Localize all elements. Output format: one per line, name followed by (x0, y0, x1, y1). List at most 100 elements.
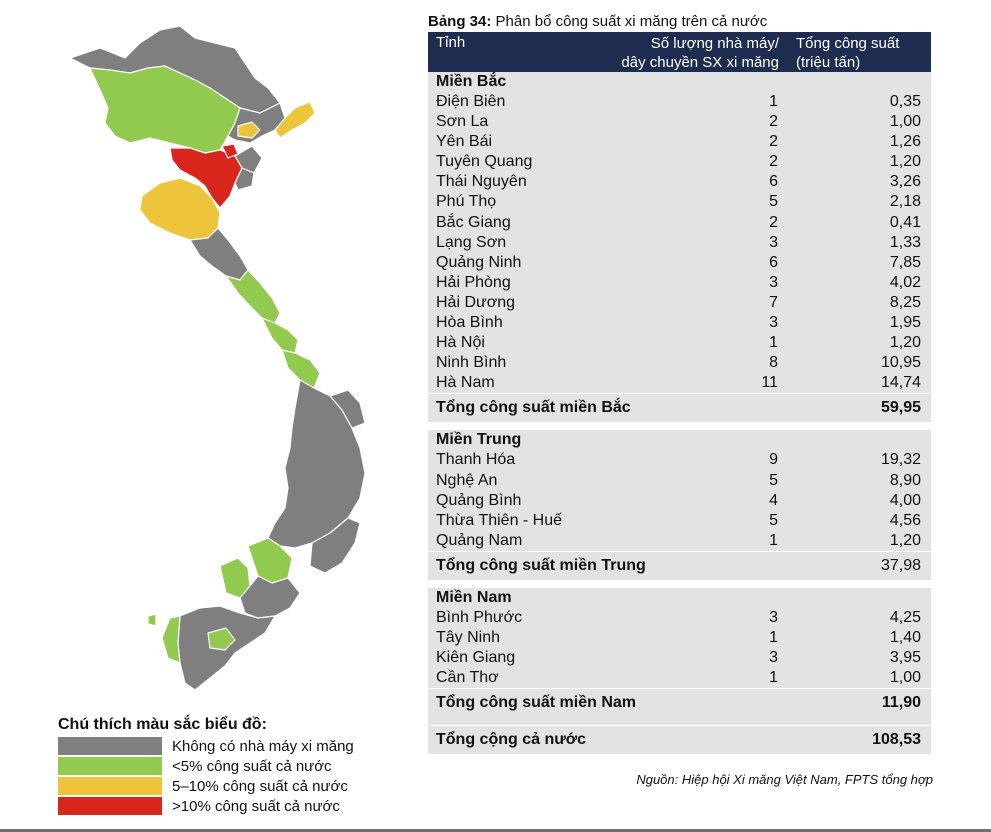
table-row: Ninh Bình 8 10,95 (428, 353, 931, 374)
province-cell: Phú Thọ (436, 193, 497, 211)
table-row: Quảng Ninh 6 7,85 (428, 252, 931, 273)
legend-swatch-green (58, 757, 162, 775)
table-row: Hòa Bình 3 1,95 (428, 313, 931, 334)
region-total-value: 59,95 (880, 399, 921, 417)
region-total-row: Tổng công suất miền Trung 37,98 (428, 550, 931, 580)
region-total-label: Tổng công suất miền Nam (436, 694, 637, 712)
province-cell: Yên Bái (436, 133, 493, 151)
count-cell: 4 (769, 491, 778, 509)
count-cell: 11 (761, 374, 778, 392)
province-cell: Ninh Bình (436, 354, 507, 372)
count-cell: 5 (769, 511, 778, 529)
section-spacer (428, 579, 931, 588)
province-cell: Thừa Thiên - Huế (436, 511, 563, 529)
legend-label: Không có nhà máy xi măng (172, 737, 354, 755)
table-row: Tuyên Quang 2 1,20 (428, 152, 931, 173)
table-row: Hải Dương 7 8,25 (428, 292, 931, 314)
table-row: Thừa Thiên - Huế 5 4,56 (428, 510, 931, 531)
map-region-cantho (207, 627, 236, 651)
count-cell: 1 (769, 531, 778, 549)
region-header: Miền Nam (428, 587, 931, 608)
region-total-value: 37,98 (880, 556, 921, 574)
capacity-cell: 1,33 (889, 233, 921, 251)
table-row: Hải Phòng 3 4,02 (428, 272, 931, 293)
table-row: Bắc Giang 2 0,41 (428, 212, 931, 233)
legend-swatch-yellow (58, 777, 162, 795)
province-cell: Lạng Sơn (436, 233, 507, 251)
capacity-cell: 1,26 (889, 133, 921, 151)
vietnam-map (69, 25, 366, 691)
count-cell: 6 (769, 173, 778, 191)
capacity-cell: 1,20 (889, 334, 921, 352)
count-cell: 3 (769, 273, 778, 291)
count-cell: 2 (769, 133, 778, 151)
capacity-cell: 10,95 (880, 354, 921, 372)
legend-item: Không có nhà máy xi măng (58, 736, 418, 756)
map-region-kiengiang (161, 615, 181, 664)
legend-title: Chú thích màu sắc biểu đồ: (58, 716, 267, 733)
count-cell: 9 (769, 451, 778, 469)
province-cell: Quảng Nam (436, 531, 523, 549)
grand-total-row: Tổng cộng cả nước 108,53 (428, 725, 931, 755)
capacity-cell: 2,18 (889, 193, 921, 211)
table-row: Kiên Giang 3 3,95 (428, 648, 931, 669)
province-cell: Bình Phước (436, 608, 523, 626)
capacity-cell: 1,20 (889, 153, 921, 171)
province-cell: Bắc Giang (436, 213, 511, 231)
table-row: Quảng Bình 4 4,00 (428, 490, 931, 511)
source-note: Nguồn: Hiệp hội Xi măng Việt Nam, FPTS t… (636, 772, 933, 787)
count-cell: 6 (769, 253, 778, 271)
capacity-cell: 0,35 (889, 93, 921, 110)
region-total-row: Tổng công suất miền Bắc 59,95 (428, 393, 931, 423)
legend-item: >10% công suất cả nước (58, 796, 418, 816)
table-row: Quảng Nam 1 1,20 (428, 530, 931, 551)
count-cell: 1 (769, 93, 778, 110)
count-cell: 3 (769, 649, 778, 667)
province-cell: Tuyên Quang (436, 153, 533, 171)
region-total-value: 11,90 (881, 694, 921, 712)
map-region-quangninh (274, 101, 316, 139)
capacity-cell: 7,85 (889, 253, 921, 271)
legend-label: <5% công suất cả nước (172, 757, 332, 775)
capacity-cell: 3,95 (889, 649, 921, 667)
count-cell: 1 (769, 628, 778, 646)
capacity-cell: 1,20 (889, 531, 921, 549)
capacity-cell: 4,56 (889, 511, 921, 529)
header-count: Số lượng nhà máy/ dây chuyền SX xi măng (621, 35, 779, 71)
count-cell: 2 (769, 113, 778, 131)
table-row: Thái Nguyên 6 3,26 (428, 172, 931, 193)
region-header: Miền Bắc (428, 72, 931, 92)
grand-total-label: Tổng cộng cả nước (436, 731, 587, 749)
legend-item: <5% công suất cả nước (58, 756, 418, 776)
map-region-red (169, 147, 243, 209)
table-header: Tỉnh Số lượng nhà máy/ dây chuyền SX xi … (428, 32, 931, 72)
count-cell: 1 (769, 334, 778, 352)
capacity-cell: 1,00 (889, 113, 921, 131)
province-cell: Nghệ An (436, 471, 498, 489)
province-cell: Quảng Bình (436, 491, 522, 509)
province-cell: Hải Dương (436, 293, 516, 311)
province-cell: Sơn La (436, 113, 489, 131)
province-cell: Kiên Giang (436, 649, 516, 667)
grand-total-value: 108,53 (872, 731, 921, 749)
province-cell: Thanh Hóa (436, 451, 516, 469)
capacity-cell: 4,02 (889, 273, 921, 291)
capacity-cell: 3,26 (889, 173, 921, 191)
count-cell: 2 (769, 213, 778, 231)
count-cell: 5 (769, 471, 778, 489)
table-row: Thanh Hóa 9 19,32 (428, 450, 931, 471)
region-total-label: Tổng công suất miền Trung (436, 556, 646, 574)
province-cell: Quảng Ninh (436, 253, 522, 271)
legend-item: 5–10% công suất cả nước (58, 776, 418, 796)
capacity-cell: 8,90 (889, 471, 921, 489)
region-total-label: Tổng công suất miền Bắc (436, 399, 631, 417)
region-total-row: Tổng công suất miền Nam 11,90 (428, 688, 931, 718)
table-row: Nghệ An 5 8,90 (428, 470, 931, 491)
province-cell: Hà Nội (436, 334, 485, 352)
province-cell: Điện Biên (436, 93, 506, 110)
count-cell: 3 (769, 608, 778, 626)
header-province: Tỉnh (436, 34, 466, 51)
capacity-cell: 8,25 (889, 293, 921, 311)
capacity-cell: 4,25 (889, 608, 921, 626)
legend-label: 5–10% công suất cả nước (172, 777, 348, 795)
